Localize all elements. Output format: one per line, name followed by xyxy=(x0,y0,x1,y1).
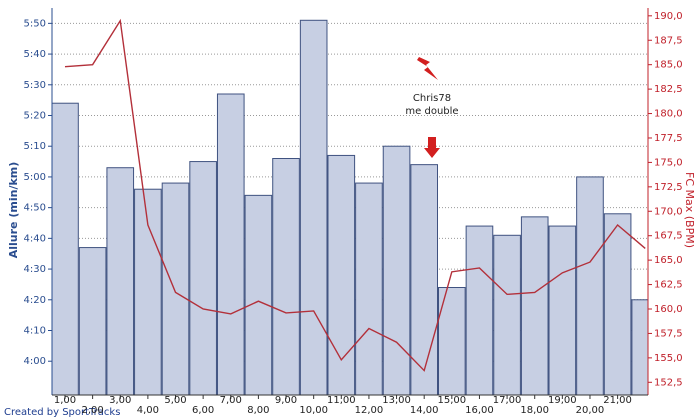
y2-tick-label: 152,5 xyxy=(654,377,683,388)
x-tick-label: 5,00 xyxy=(164,395,186,406)
bar xyxy=(382,145,411,395)
y-tick-label: 5:00 xyxy=(24,172,46,183)
bar xyxy=(327,154,356,395)
bar xyxy=(520,216,549,395)
bar xyxy=(272,158,300,395)
x-tick-label: 10,00 xyxy=(299,405,328,416)
y-tick-label: 5:40 xyxy=(24,49,46,60)
y-tick-label: 5:30 xyxy=(24,80,46,91)
y2-tick-label: 175,0 xyxy=(654,157,683,168)
bar xyxy=(355,182,383,395)
x-tick-label: 17,00 xyxy=(493,395,522,406)
x-tick-label: 8,00 xyxy=(247,405,269,416)
y2-tick-label: 170,0 xyxy=(654,206,683,217)
y-tick-label: 4:30 xyxy=(24,264,46,275)
bar xyxy=(78,247,107,395)
y2-tick-label: 187,5 xyxy=(654,35,683,46)
bar xyxy=(216,93,245,395)
y2-tick-label: 172,5 xyxy=(654,182,683,193)
bar xyxy=(52,102,79,395)
x-tick-label: 1,00 xyxy=(54,395,76,406)
y2-axis-label: FC Max (BPM) xyxy=(683,172,696,248)
y-tick-label: 5:10 xyxy=(24,141,46,152)
lightning-icon xyxy=(417,57,438,80)
bar xyxy=(603,213,632,395)
x-tick-label: 13,00 xyxy=(382,395,411,406)
x-tick-label: 15,00 xyxy=(437,395,466,406)
y2-tick-label: 167,5 xyxy=(654,231,683,242)
x-tick-label: 4,00 xyxy=(137,405,159,416)
x-tick-label: 6,00 xyxy=(192,405,214,416)
x-tick-label: 7,00 xyxy=(220,395,242,406)
bar xyxy=(493,234,521,395)
y2-tick-label: 190,0 xyxy=(654,11,683,22)
y2-tick-label: 165,0 xyxy=(654,255,683,266)
y-tick-label: 4:40 xyxy=(24,233,46,244)
bar xyxy=(106,167,135,395)
y2-tick-label: 162,5 xyxy=(654,280,683,291)
y-tick-label: 4:10 xyxy=(24,326,46,337)
x-tick-label: 2,00 xyxy=(81,405,103,416)
bar xyxy=(548,225,577,395)
x-tick-label: 11,00 xyxy=(327,395,356,406)
x-tick-label: 20,00 xyxy=(576,405,605,416)
bar xyxy=(576,176,604,395)
x-tick-label: 19,00 xyxy=(548,395,577,406)
y2-tick-label: 180,0 xyxy=(654,109,683,120)
y2-tick-label: 182,5 xyxy=(654,84,683,95)
x-tick-label: 12,00 xyxy=(355,405,384,416)
y2-tick-label: 177,5 xyxy=(654,133,683,144)
arrow xyxy=(424,137,440,158)
y2-tick-label: 157,5 xyxy=(654,328,683,339)
x-tick-label: 18,00 xyxy=(520,405,549,416)
plot xyxy=(52,18,648,395)
y-tick-label: 4:20 xyxy=(24,295,46,306)
x-tick-label: 16,00 xyxy=(465,405,494,416)
y-tick-label: 5:20 xyxy=(24,111,46,122)
y-tick-label: 5:50 xyxy=(24,18,46,29)
footer: Created by SportTracks xyxy=(4,407,120,418)
x-tick-label: 21,00 xyxy=(603,395,632,406)
bar xyxy=(244,194,273,395)
x-tick-label: 9,00 xyxy=(275,395,297,406)
y2-tick-label: 160,0 xyxy=(654,304,683,315)
line xyxy=(64,18,646,372)
bar xyxy=(465,225,494,395)
y-tick-label: 4:00 xyxy=(24,356,46,367)
y2-tick-label: 185,0 xyxy=(654,60,683,71)
y-tick-label: 4:50 xyxy=(24,203,46,214)
bar xyxy=(161,182,190,395)
x-tick-label: 3,00 xyxy=(109,395,131,406)
x-tick-label: 14,00 xyxy=(410,405,439,416)
y-axis-label: Allure (min/km) xyxy=(7,162,20,259)
bar xyxy=(410,164,439,395)
bar xyxy=(299,19,328,395)
annotation: Chris78 xyxy=(413,93,451,104)
y2-tick-label: 155,0 xyxy=(654,353,683,364)
bar xyxy=(189,161,217,395)
annotation: me double xyxy=(405,106,458,117)
